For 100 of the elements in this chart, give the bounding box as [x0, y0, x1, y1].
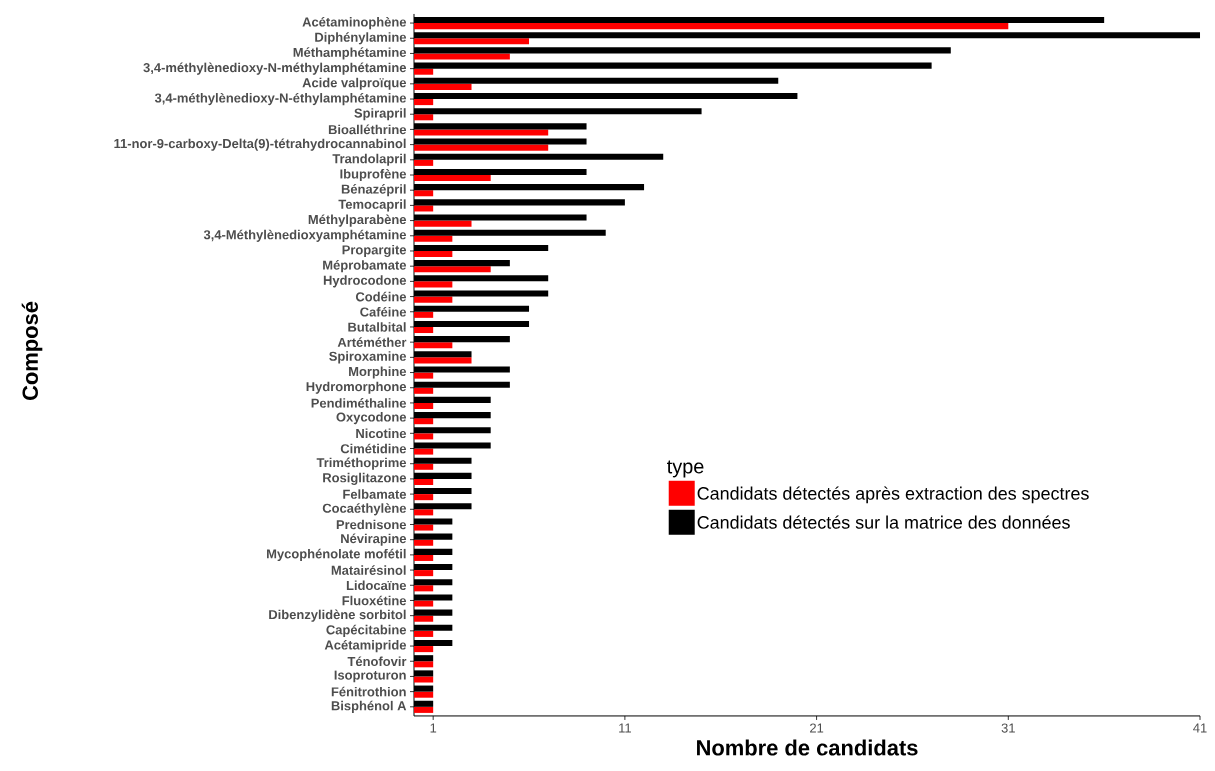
legend-title: type [667, 460, 704, 478]
bar [414, 357, 472, 364]
bar [414, 342, 453, 349]
bar [414, 114, 434, 121]
y-tick-label: Triméthoprime [316, 457, 407, 470]
y-tick-label: 3,4-méthylènedioxy-N-éthylamphétamine [154, 92, 407, 106]
y-tick-label: Lidocaïne [346, 580, 407, 591]
y-tick-label: Diphénylamine [315, 32, 407, 45]
y-tick-label: Spirapril [354, 108, 406, 121]
bar [414, 144, 549, 151]
y-tick-label: Morphine [349, 366, 407, 379]
bar [414, 235, 453, 242]
legend-label: Candidats détectés après extraction des spectres [697, 486, 1089, 504]
y-tick-label: Fluoxétine [342, 595, 407, 606]
y-tick-label: Spiroxamine [329, 351, 407, 364]
y-tick-label: Capécitabine [326, 624, 407, 637]
y-tick-label: Dibenzylidène sorbitol [269, 609, 406, 622]
y-tick-label: Nicotine [356, 428, 407, 439]
bar [414, 706, 434, 713]
y-tick-label: Temocapril [338, 199, 406, 212]
bar [414, 554, 434, 561]
y-tick-label: Pendiméthaline [311, 398, 407, 408]
y-tick-label: Fénitrothion [331, 686, 406, 697]
bar [414, 691, 434, 698]
bar [414, 175, 491, 182]
x-tick-label: 21 [810, 723, 824, 733]
y-tick-label: Felbamate [343, 489, 407, 499]
y-tick-label: Matairésinol [331, 565, 406, 575]
bar [414, 509, 434, 516]
y-tick-label: Ténofovir [347, 656, 407, 667]
y-tick-label: Névirapine [341, 533, 407, 546]
y-tick-label: Cocaéthylène [322, 503, 407, 516]
bar [414, 129, 549, 136]
bar [414, 539, 434, 546]
bar [414, 311, 434, 318]
x-tick-label: 11 [619, 723, 631, 733]
y-tick-label: Oxycodone [336, 412, 407, 425]
bar [414, 159, 434, 166]
y-tick-label: Bioalléthrine [328, 124, 407, 135]
bar [414, 190, 434, 197]
bar [414, 387, 434, 394]
bar [414, 372, 434, 379]
y-tick-label: Acétaminophène [302, 16, 407, 30]
bar [414, 402, 434, 410]
bar [414, 600, 434, 607]
bar [414, 281, 453, 288]
y-tick-label: Codéine [355, 291, 407, 302]
bar [414, 205, 434, 212]
y-tick-label: Bénazépril [341, 184, 406, 197]
bar [414, 433, 434, 440]
bar [414, 296, 453, 303]
bar [414, 615, 434, 622]
y-tick-label: Artéméther [337, 337, 407, 347]
bar [414, 630, 434, 637]
legend-label: Candidats détectés sur la matrice des données [697, 515, 1070, 529]
y-tick-label: Bisphénol A [331, 700, 407, 713]
bar [414, 220, 472, 227]
y-tick-label: Méprobamate [323, 260, 407, 273]
x-tick-label: 1 [430, 723, 437, 733]
bar [414, 326, 434, 334]
y-tick-label: Cimétidine [340, 443, 407, 454]
bar [414, 524, 434, 531]
bar [414, 646, 434, 653]
y-tick-label: Rosiglitazone [323, 472, 407, 485]
bar [414, 463, 434, 470]
y-tick-label: Trandolapril [332, 153, 406, 166]
bar [414, 250, 453, 258]
bar [414, 266, 491, 273]
x-tick-label: 31 [1001, 723, 1015, 733]
bar [414, 68, 434, 75]
x-tick-label: 41 [1193, 723, 1207, 733]
y-tick-label: Mycophénolate mofétil [267, 548, 406, 561]
bar [414, 53, 510, 60]
bar [414, 585, 434, 592]
bar [414, 83, 472, 90]
y-tick-label: Propargite [342, 244, 407, 258]
y-tick-label: Isoproturon [334, 670, 406, 683]
y-axis-title: Composé [21, 301, 43, 401]
y-tick-label: Hydromorphone [306, 381, 407, 394]
y-tick-label: 11-nor-9-carboxy-Delta(9)-tétrahydrocannabinol [114, 138, 406, 151]
bar [414, 38, 530, 45]
y-tick-label: Butalbital [348, 322, 406, 332]
y-tick-label: Ibuprofène [340, 168, 407, 182]
y-tick-label: Hydrocodone [323, 275, 407, 288]
bar [414, 448, 434, 455]
bar [414, 494, 434, 501]
bar [414, 661, 434, 668]
y-tick-label: Méthamphétamine [293, 47, 407, 60]
bar [414, 478, 434, 485]
bar [414, 99, 434, 106]
bar [414, 418, 434, 425]
bar [414, 676, 434, 683]
x-axis-title: Nombre de candidats [697, 739, 918, 756]
bar [414, 570, 434, 577]
y-tick-label: Caféine [360, 306, 407, 317]
y-tick-label: Prednisone [336, 519, 407, 530]
y-tick-label: Méthylparabène [308, 214, 407, 227]
y-tick-label: 3,4-méthylènedioxy-N-méthylamphétamine [143, 62, 407, 75]
bar [414, 23, 1009, 30]
y-tick-label: Acide valproïque [302, 77, 407, 90]
